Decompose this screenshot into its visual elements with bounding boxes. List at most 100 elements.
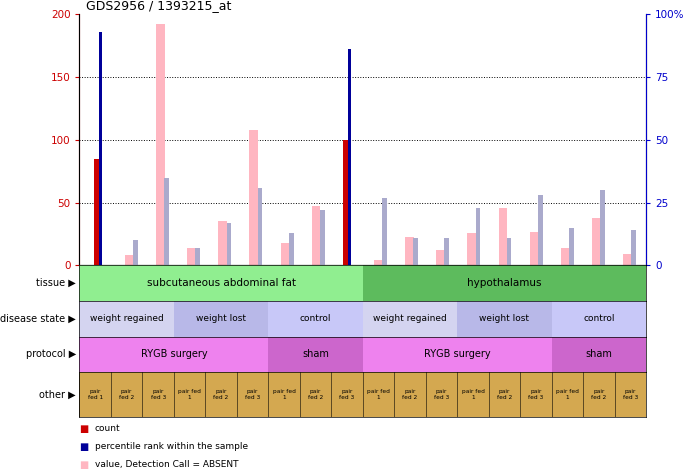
Text: pair
fed 3: pair fed 3 — [339, 389, 354, 400]
Bar — [444, 238, 449, 265]
Bar — [79, 337, 268, 372]
Bar — [489, 372, 520, 417]
Text: sham: sham — [302, 349, 329, 359]
Bar — [125, 255, 133, 265]
Bar — [382, 198, 387, 265]
Text: weight lost: weight lost — [480, 314, 529, 323]
Bar — [457, 372, 489, 417]
Bar — [312, 206, 321, 265]
Bar — [94, 159, 100, 265]
Bar — [475, 208, 480, 265]
Text: pair fed
1: pair fed 1 — [556, 389, 579, 400]
Bar — [237, 372, 268, 417]
Bar — [583, 372, 614, 417]
Bar — [268, 301, 363, 337]
Bar — [174, 372, 205, 417]
Bar — [520, 372, 551, 417]
Bar — [569, 228, 574, 265]
Bar — [395, 372, 426, 417]
Text: pair
fed 3: pair fed 3 — [623, 389, 638, 400]
Bar — [551, 372, 583, 417]
Bar — [268, 372, 300, 417]
Text: pair fed
1: pair fed 1 — [273, 389, 296, 400]
Text: percentile rank within the sample: percentile rank within the sample — [95, 443, 248, 451]
Text: weight lost: weight lost — [196, 314, 246, 323]
Text: pair
fed 2: pair fed 2 — [497, 389, 512, 400]
Text: pair
fed 2: pair fed 2 — [591, 389, 607, 400]
Text: control: control — [300, 314, 331, 323]
Bar — [538, 195, 542, 265]
Bar — [142, 372, 174, 417]
Text: count: count — [95, 425, 120, 433]
Bar — [164, 178, 169, 265]
Bar — [363, 301, 457, 337]
Text: subcutaneous abdominal fat: subcutaneous abdominal fat — [146, 278, 296, 288]
Text: tissue ▶: tissue ▶ — [36, 278, 76, 288]
Bar — [205, 372, 237, 417]
Text: pair
fed 2: pair fed 2 — [214, 389, 229, 400]
Bar — [551, 301, 646, 337]
Bar — [374, 260, 383, 265]
Bar — [551, 337, 646, 372]
Text: protocol ▶: protocol ▶ — [26, 349, 76, 359]
Bar — [249, 130, 258, 265]
Text: pair
fed 2: pair fed 2 — [119, 389, 134, 400]
Bar — [174, 301, 268, 337]
Bar — [227, 223, 231, 265]
Text: other ▶: other ▶ — [39, 390, 76, 400]
Bar — [187, 248, 196, 265]
Bar — [79, 372, 111, 417]
Bar — [196, 248, 200, 265]
Text: weight regained: weight regained — [90, 314, 164, 323]
Text: pair fed
1: pair fed 1 — [178, 389, 201, 400]
Bar — [600, 190, 605, 265]
Bar — [348, 49, 351, 265]
Text: pair fed
1: pair fed 1 — [367, 389, 390, 400]
Bar — [592, 218, 600, 265]
Bar — [467, 233, 476, 265]
Bar — [405, 237, 414, 265]
Text: pair
fed 3: pair fed 3 — [245, 389, 261, 400]
Bar — [300, 372, 331, 417]
Bar — [561, 248, 569, 265]
Text: pair
fed 2: pair fed 2 — [308, 389, 323, 400]
Bar — [156, 24, 164, 265]
Bar — [331, 372, 363, 417]
Text: sham: sham — [585, 349, 612, 359]
Text: pair
fed 3: pair fed 3 — [151, 389, 166, 400]
Text: GDS2956 / 1393215_at: GDS2956 / 1393215_at — [86, 0, 231, 12]
Text: pair
fed 1: pair fed 1 — [88, 389, 103, 400]
Text: RYGB surgery: RYGB surgery — [140, 349, 207, 359]
Bar — [268, 337, 363, 372]
Bar — [457, 301, 551, 337]
Bar — [529, 231, 538, 265]
Bar — [320, 210, 325, 265]
Bar — [413, 238, 418, 265]
Bar — [507, 238, 511, 265]
Text: hypothalamus: hypothalamus — [467, 278, 542, 288]
Bar — [99, 32, 102, 265]
Text: pair
fed 3: pair fed 3 — [529, 389, 544, 400]
Bar — [133, 240, 138, 265]
Text: control: control — [583, 314, 614, 323]
Bar — [623, 254, 632, 265]
Text: value, Detection Call = ABSENT: value, Detection Call = ABSENT — [95, 461, 238, 469]
Text: pair fed
1: pair fed 1 — [462, 389, 484, 400]
Bar — [426, 372, 457, 417]
Text: weight regained: weight regained — [373, 314, 447, 323]
Text: pair
fed 3: pair fed 3 — [434, 389, 449, 400]
Bar — [258, 188, 263, 265]
Text: pair
fed 2: pair fed 2 — [402, 389, 417, 400]
Text: ■: ■ — [79, 460, 88, 470]
Text: disease state ▶: disease state ▶ — [0, 314, 76, 324]
Bar — [632, 230, 636, 265]
Bar — [111, 372, 142, 417]
Bar — [363, 372, 395, 417]
Bar — [218, 221, 227, 265]
Bar — [614, 372, 646, 417]
Bar — [363, 337, 551, 372]
Text: ■: ■ — [79, 424, 88, 434]
Bar — [343, 140, 348, 265]
Bar — [289, 233, 294, 265]
Bar — [498, 208, 507, 265]
